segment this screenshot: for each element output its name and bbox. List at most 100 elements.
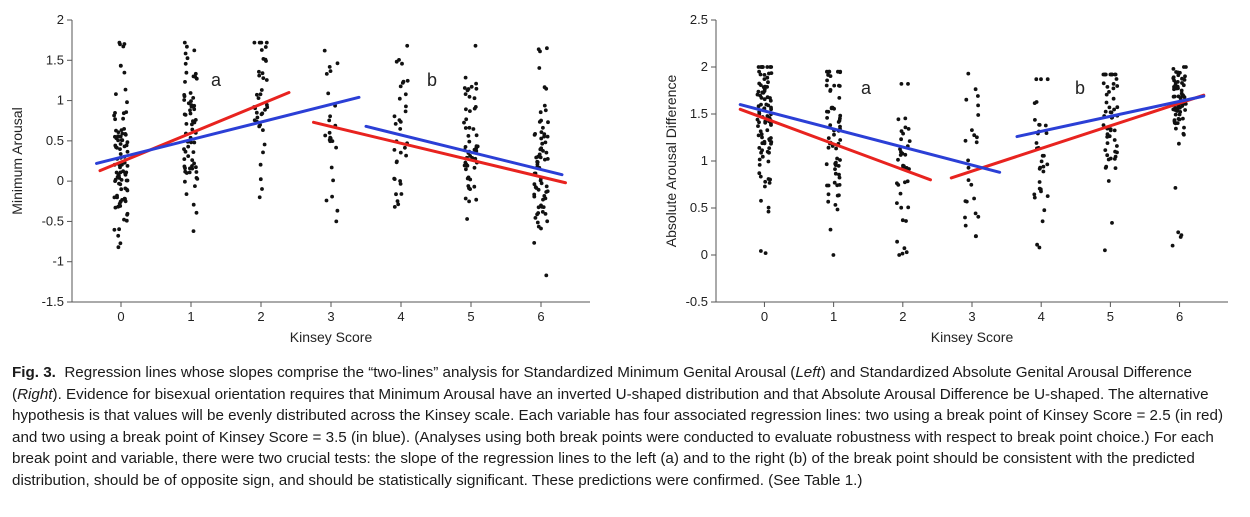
data-point xyxy=(462,120,466,125)
data-point xyxy=(837,175,842,180)
data-point xyxy=(184,70,189,75)
y-tick-label: -0.5 xyxy=(42,213,64,228)
data-point xyxy=(1104,100,1109,105)
data-point xyxy=(183,61,188,66)
data-point xyxy=(837,183,842,187)
data-point xyxy=(257,73,262,78)
data-point xyxy=(545,219,550,224)
data-point xyxy=(335,61,340,66)
data-point xyxy=(187,170,192,175)
data-point xyxy=(474,81,478,86)
data-point xyxy=(265,105,270,110)
data-point xyxy=(757,146,762,150)
caption-label: Fig. 3. xyxy=(12,364,56,381)
x-tick-label: 4 xyxy=(1038,309,1045,324)
data-point xyxy=(183,113,188,117)
data-point xyxy=(257,69,261,74)
data-point xyxy=(189,99,193,103)
data-point xyxy=(1104,92,1109,97)
data-point xyxy=(465,88,470,93)
data-point xyxy=(405,78,410,83)
data-point xyxy=(396,202,401,207)
data-point xyxy=(188,111,193,116)
data-point xyxy=(118,142,123,146)
data-point xyxy=(762,89,767,93)
data-point xyxy=(544,273,549,278)
data-point xyxy=(1107,105,1112,110)
data-point xyxy=(826,199,831,204)
data-point xyxy=(119,187,124,192)
data-point xyxy=(1105,85,1110,89)
data-point xyxy=(976,94,980,98)
data-point xyxy=(264,78,269,82)
data-point xyxy=(972,196,976,201)
data-point xyxy=(471,127,476,131)
data-point xyxy=(759,198,763,203)
data-point xyxy=(118,204,123,208)
data-point xyxy=(757,171,762,176)
data-point xyxy=(123,199,128,204)
data-point xyxy=(463,92,468,96)
data-point xyxy=(535,160,540,165)
data-point xyxy=(826,109,831,114)
data-point xyxy=(264,40,269,45)
data-point xyxy=(465,176,470,181)
data-point xyxy=(970,128,974,133)
data-point xyxy=(895,201,899,206)
x-axis-title: Kinsey Score xyxy=(290,329,373,345)
data-point xyxy=(975,135,979,140)
data-point xyxy=(759,132,764,137)
data-point xyxy=(193,71,198,76)
data-point xyxy=(1176,230,1181,235)
data-point xyxy=(125,211,130,216)
data-point xyxy=(186,154,191,159)
data-point xyxy=(1112,128,1117,133)
y-tick-label: 1.5 xyxy=(46,52,64,67)
data-point xyxy=(763,251,768,256)
data-point xyxy=(826,136,831,141)
data-point xyxy=(121,111,126,116)
data-point xyxy=(828,227,833,232)
data-point xyxy=(467,199,471,204)
data-point xyxy=(1042,208,1047,213)
data-point xyxy=(1179,88,1184,93)
data-point xyxy=(542,132,547,137)
data-point xyxy=(1105,153,1110,158)
y-tick-label: -1.5 xyxy=(42,294,64,309)
data-point xyxy=(757,120,761,125)
data-point xyxy=(546,120,550,125)
data-point xyxy=(398,182,403,186)
data-point xyxy=(186,144,191,149)
data-point xyxy=(757,163,762,167)
y-tick-label: 0.5 xyxy=(690,200,708,215)
data-point xyxy=(762,141,767,146)
data-point xyxy=(905,179,910,184)
data-point xyxy=(1182,65,1186,69)
data-point xyxy=(115,145,119,150)
data-point xyxy=(182,147,186,152)
data-point xyxy=(835,156,839,161)
data-point xyxy=(125,188,130,193)
x-tick-label: 6 xyxy=(537,309,544,324)
data-point xyxy=(112,113,116,118)
data-point xyxy=(182,157,187,162)
data-point xyxy=(542,194,547,198)
data-point xyxy=(761,65,765,69)
data-point xyxy=(261,150,265,155)
data-point xyxy=(533,216,538,220)
data-point xyxy=(261,76,266,80)
data-point xyxy=(765,95,770,100)
y-tick-label: 2 xyxy=(57,12,64,27)
data-point xyxy=(254,110,259,115)
data-point xyxy=(537,152,542,157)
data-point xyxy=(322,48,327,53)
data-point xyxy=(761,85,766,89)
data-point xyxy=(766,159,771,164)
regression-line xyxy=(949,93,1206,180)
data-point xyxy=(767,137,772,142)
data-point xyxy=(976,103,980,108)
data-point xyxy=(1106,179,1111,183)
data-point xyxy=(825,78,829,83)
data-point xyxy=(1035,242,1039,247)
data-point xyxy=(1103,248,1107,253)
